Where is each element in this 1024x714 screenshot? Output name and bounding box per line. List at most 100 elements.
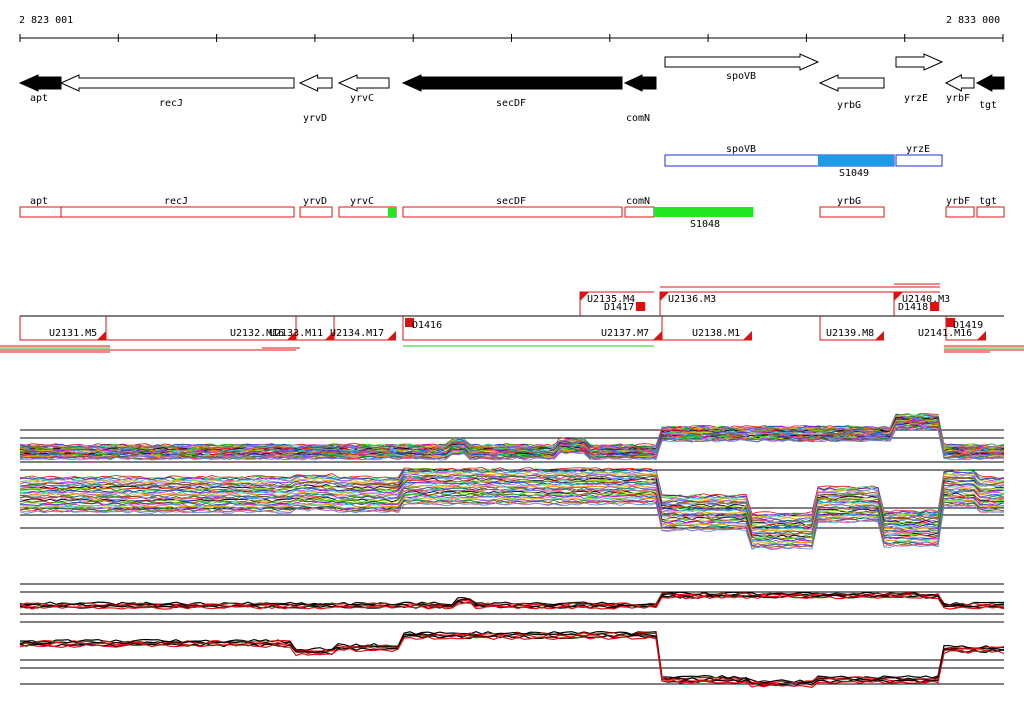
green-segment-s1048 (654, 207, 753, 217)
middle-profile-panel (19, 467, 1005, 550)
red-box-yrvD (299, 206, 333, 218)
downshift-marker (930, 302, 939, 311)
unit-bracket-below (105, 316, 296, 341)
profile-line (19, 494, 1005, 542)
green-segment-label: S1048 (690, 219, 720, 230)
profile-line (19, 422, 1005, 456)
unit-label-below: U2132.M16 (230, 328, 284, 339)
red-box-label-secDF: secDF (496, 196, 526, 207)
unit-flag (325, 331, 334, 340)
bottom-profile-panel (19, 630, 1005, 689)
profile-line (19, 415, 1005, 450)
gene-label-secDF: secDF (496, 98, 526, 109)
profile-line (19, 487, 1005, 536)
profile-line (19, 635, 1005, 689)
unit-label-below: U2138.M1 (692, 328, 740, 339)
unit-label-below: U2131.M5 (49, 328, 97, 339)
gene-arrow-apt (18, 74, 62, 92)
profile-line (19, 495, 1005, 543)
unit-bracket-below (295, 316, 334, 341)
gene-arrow-yrvC (337, 74, 390, 92)
transcription-unit-track: U2135.M4 U2136.M3 U2140.M3 U2131.M5 U2132.M1… (0, 283, 1024, 353)
profile-line (19, 501, 1005, 550)
unit-bracket-below (19, 316, 106, 341)
blue-segment-track: spoVB yrzE S1049 (664, 144, 943, 179)
red-box-label-yrvC: yrvC (350, 196, 374, 207)
unit-bracket-below (661, 316, 752, 341)
profile-line (19, 490, 1004, 538)
profile-line (19, 420, 1005, 454)
gene-label-yrzE: yrzE (904, 93, 928, 104)
downshift-marker (946, 318, 955, 327)
gene-label-recJ: recJ (159, 98, 183, 109)
red-box-label-yrbG: yrbG (837, 196, 861, 207)
lower-profile-panel (19, 591, 1005, 610)
unit-label-below: U2133.M11 (269, 328, 323, 339)
unit-flag (894, 292, 903, 301)
gene-arrow-tgt (975, 74, 1005, 92)
gene-arrow-spoVB (664, 53, 820, 71)
ruler-start-label: 2 823 001 (19, 15, 73, 26)
downshift-label: D1419 (953, 320, 983, 331)
red-box-yrbG (819, 206, 885, 218)
unit-label-above: U2136.M3 (668, 294, 716, 305)
gene-label-comN: comN (626, 113, 650, 124)
profile-line (19, 426, 1005, 461)
gene-label-yrbG: yrbG (837, 100, 861, 111)
profile-line (19, 595, 1005, 610)
blue-box-yrzE (895, 154, 943, 167)
gene-arrow-track: apt recJ yrvD yrvC secDF comN spoVB yrbG yrzE yrb… (18, 53, 1005, 124)
red-box-yrvC (338, 206, 397, 218)
unit-flag (875, 331, 884, 340)
profile-line (19, 498, 1005, 547)
red-box-apt (19, 206, 62, 218)
unit-label-below: U2141.M16 (918, 328, 972, 339)
red-box-comN (624, 206, 655, 218)
red-box-label-tgt: tgt (979, 196, 997, 207)
red-box-secDF (402, 206, 623, 218)
profile-line (19, 470, 1005, 519)
gene-label-spoVB: spoVB (726, 71, 756, 82)
gene-label-yrbF: yrbF (946, 93, 970, 104)
upper-profile-panel (19, 413, 1005, 461)
profile-line (19, 471, 1005, 520)
unit-flag (660, 292, 669, 301)
red-box-yrbF (945, 206, 975, 218)
profile-line (19, 467, 1005, 515)
profile-line (19, 413, 1005, 448)
gene-arrow-yrbF (944, 74, 975, 92)
red-box-recJ (60, 206, 295, 218)
profile-line (19, 482, 1005, 531)
blue-box-label-spoVB: spoVB (726, 144, 756, 155)
blue-segment-s1049 (818, 155, 894, 166)
expression-profiles (19, 413, 1005, 689)
downshift-label: D1416 (412, 320, 442, 331)
ruler-end-label: 2 833 000 (946, 15, 1000, 26)
gene-label-apt: apt (30, 93, 48, 104)
downshift-marker (636, 302, 645, 311)
red-box-tgt (976, 206, 1005, 218)
unit-label-above: U2140.M3 (902, 294, 950, 305)
blue-segment-label: S1049 (839, 168, 869, 179)
profile-line (19, 496, 1005, 544)
unit-bracket-below (819, 316, 884, 341)
profile-line (19, 500, 1005, 549)
gene-label-yrvC: yrvC (350, 93, 374, 104)
unit-flag (97, 331, 106, 340)
profile-line (19, 488, 1005, 537)
unit-bracket-below (402, 316, 662, 341)
profile-line (19, 493, 1005, 541)
unit-flag (653, 331, 662, 340)
downshift-label: D1417 (604, 302, 634, 313)
downshift-marker (405, 318, 414, 327)
unit-label-below: U2139.M8 (826, 328, 874, 339)
gene-arrow-secDF (401, 74, 623, 92)
profile-line (19, 502, 1005, 550)
gene-arrow-yrzE (895, 53, 944, 71)
red-box-label-yrvD: yrvD (303, 196, 327, 207)
red-segment-track: apt recJ yrvD yrvC secDF comN yrbG yrbF tgt S1048 (19, 196, 1005, 230)
unit-flag (287, 331, 296, 340)
red-box-label-recJ: recJ (164, 196, 188, 207)
gene-arrow-recJ (59, 74, 295, 92)
